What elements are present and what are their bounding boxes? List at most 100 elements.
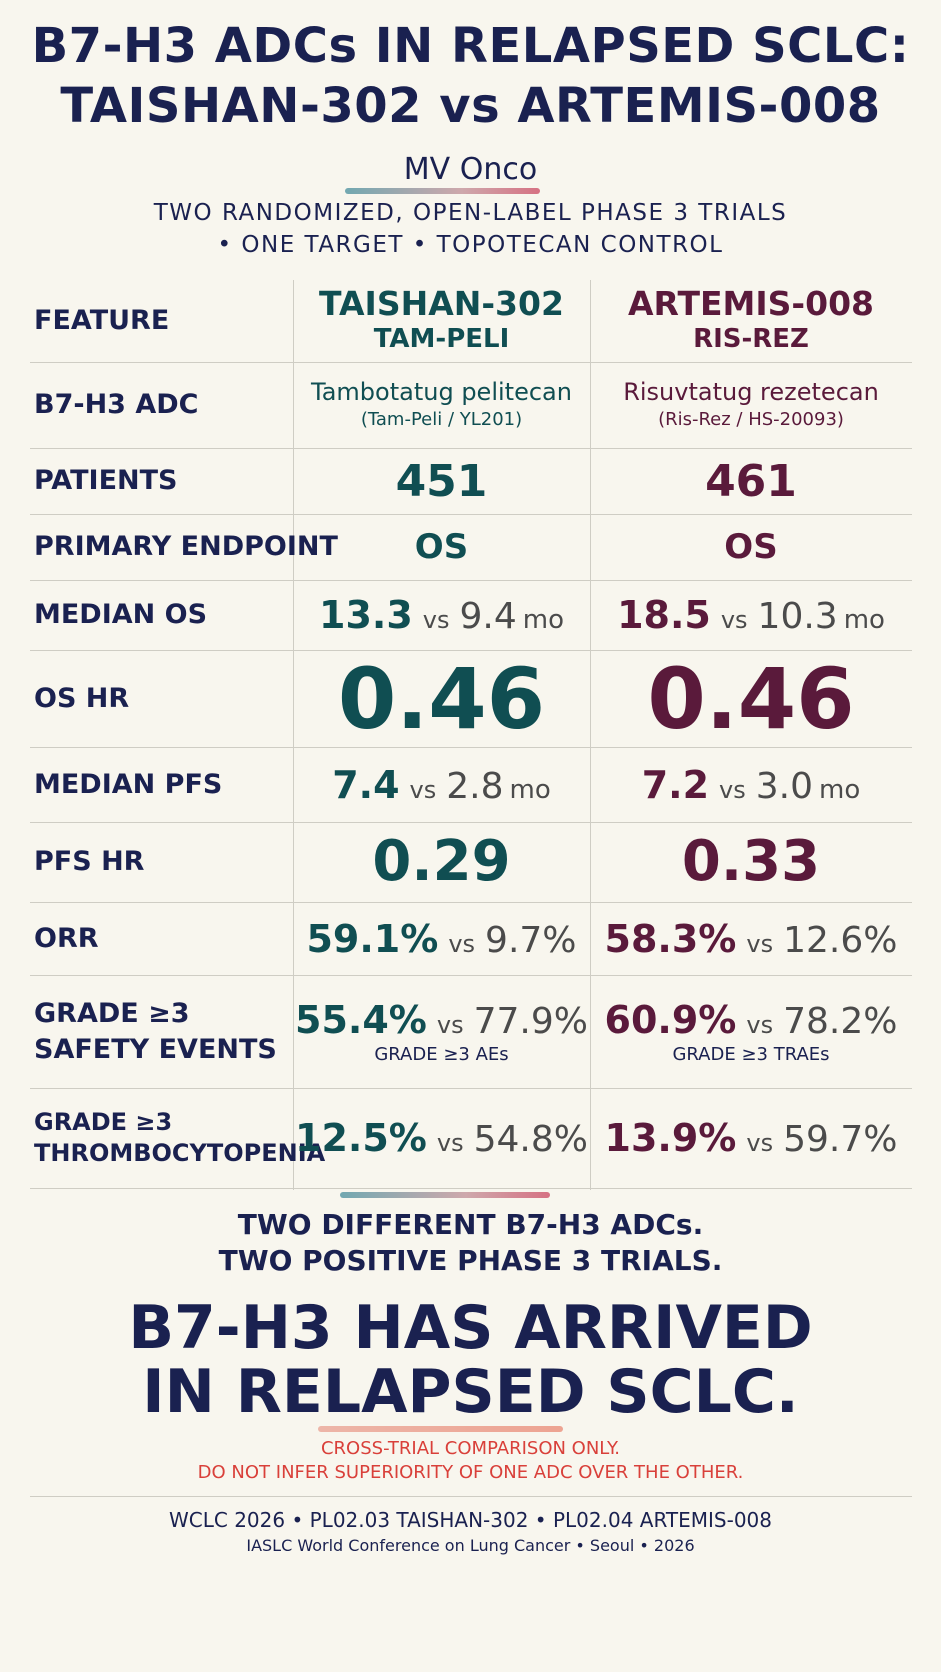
median-pfs-a: 7.4 vs 2.8 mo [293, 747, 590, 822]
row-label-thrombo-line-1: GRADE ≥3 [34, 1107, 173, 1136]
closing-big-underline [318, 1426, 563, 1432]
thrombo-b: 13.9% vs 59.7% [590, 1088, 912, 1188]
row-divider [30, 362, 912, 363]
row-label-orr: ORR [34, 922, 99, 954]
title-line-2: TAISHAN-302 vs ARTEMIS-008 [60, 78, 881, 134]
row-label-thrombo: GRADE ≥3 THROMBOCYTOPENIA [34, 1088, 325, 1188]
adc-b-name: Risuvtatug rezetecan [623, 378, 879, 406]
unit-label: mo [522, 605, 564, 635]
orr-b: 58.3% vs 12.6% [590, 902, 912, 975]
row-label-adc: B7-H3 ADC [34, 389, 199, 421]
vs-label: vs [746, 929, 774, 958]
row-label-safety-line-2: SAFETY EVENTS [34, 1033, 277, 1065]
column-divider-1 [293, 280, 294, 1190]
median-os-a-control: 9.4 [459, 596, 517, 637]
patients-b: 461 [705, 455, 797, 507]
footer-line-2: IASLC World Conference on Lung Cancer • … [246, 1536, 695, 1555]
median-os-a: 13.3 vs 9.4 mo [293, 580, 590, 650]
median-pfs-a-treatment: 7.4 [332, 762, 400, 807]
vs-label: vs [746, 1129, 774, 1157]
vs-label: vs [448, 929, 476, 958]
row-divider [30, 580, 912, 581]
safety-b-control: 78.2% [783, 1001, 898, 1042]
unit-label: mo [843, 605, 885, 635]
orr-b-treatment: 58.3% [604, 916, 737, 961]
row-divider [30, 975, 912, 976]
brand-underline [345, 188, 540, 194]
row-label-thrombo-line-2: THROMBOCYTOPENIA [34, 1139, 326, 1167]
safety-b: 60.9% vs 78.2% GRADE ≥3 TRAEs [590, 975, 912, 1088]
vs-label: vs [746, 1011, 774, 1039]
row-label-pfs-hr: PFS HR [34, 846, 145, 878]
os-hr-a: 0.46 [337, 649, 546, 748]
closing-swash [340, 1192, 550, 1198]
vs-label: vs [422, 606, 450, 634]
trial-a-drug: TAM-PELI [373, 324, 510, 355]
row-divider [30, 448, 912, 449]
vs-label: vs [719, 775, 746, 804]
disclaimer-line-2: DO NOT INFER SUPERIORITY OF ONE ADC OVER… [197, 1462, 744, 1483]
adc-b: Risuvtatug rezetecan (Ris-Rez / HS-20093… [590, 362, 912, 448]
vs-label: vs [436, 1011, 464, 1039]
unit-label: mo [819, 774, 861, 805]
thrombo-b-treatment: 13.9% [604, 1116, 737, 1160]
os-hr-b: 0.46 [647, 649, 855, 748]
title-line-1: B7-H3 ADCs IN RELAPSED SCLC: [31, 18, 910, 74]
patients-a: 451 [395, 455, 488, 507]
vs-label: vs [409, 775, 437, 804]
row-divider [30, 747, 912, 748]
thrombo-a-treatment: 12.5% [295, 1116, 427, 1160]
pfs-hr-a: 0.29 [372, 829, 511, 894]
row-label-endpoint: PRIMARY ENDPOINT [34, 531, 338, 563]
endpoint-a: OS [414, 527, 469, 567]
footer-divider [30, 1496, 912, 1497]
closing-line-1: TWO DIFFERENT B7-H3 ADCs. [237, 1208, 704, 1241]
row-divider [30, 650, 912, 651]
footer-line-1: WCLC 2026 • PL02.03 TAISHAN-302 • PL02.0… [169, 1508, 772, 1532]
subtitle-line-1: TWO RANDOMIZED, OPEN-LABEL PHASE 3 TRIAL… [153, 200, 788, 226]
thrombo-a: 12.5% vs 54.8% [293, 1088, 590, 1188]
adc-a: Tambotatug pelitecan (Tam-Peli / YL201) [293, 362, 590, 448]
median-pfs-b: 7.2 vs 3.0 mo [590, 747, 912, 822]
adc-b-alias: (Ris-Rez / HS-20093) [658, 408, 844, 430]
trial-b-drug: RIS-REZ [693, 324, 809, 355]
row-label-median-pfs: MEDIAN PFS [34, 768, 223, 800]
adc-a-name: Tambotatug pelitecan [311, 378, 572, 406]
safety-b-treatment: 60.9% [604, 998, 737, 1042]
row-divider [30, 1188, 912, 1189]
safety-a-control: 77.9% [473, 1001, 588, 1042]
median-pfs-b-control: 3.0 [755, 765, 814, 807]
thrombo-a-control: 54.8% [473, 1119, 588, 1160]
column-divider-2 [590, 280, 591, 1190]
median-os-b-control: 10.3 [757, 596, 838, 637]
row-divider [30, 822, 912, 823]
row-label-safety: GRADE ≥3 SAFETY EVENTS [34, 975, 277, 1088]
vs-label: vs [436, 1129, 464, 1157]
median-pfs-b-treatment: 7.2 [641, 762, 710, 807]
feature-header: FEATURE [34, 305, 170, 337]
unit-label: mo [509, 774, 551, 805]
vs-label: vs [720, 606, 748, 634]
closing-big-line-2: IN RELAPSED SCLC. [142, 1357, 799, 1427]
pfs-hr-b: 0.33 [681, 829, 821, 894]
row-label-patients: PATIENTS [34, 465, 178, 497]
orr-a-treatment: 59.1% [306, 916, 439, 961]
trial-b-name: ARTEMIS-008 [628, 284, 874, 324]
safety-a: 55.4% vs 77.9% GRADE ≥3 AEs [293, 975, 590, 1088]
median-os-b: 18.5 vs 10.3 mo [590, 580, 912, 650]
disclaimer-line-1: CROSS-TRIAL COMPARISON ONLY. [320, 1438, 621, 1459]
trial-a-name: TAISHAN-302 [319, 284, 564, 324]
row-label-os-hr: OS HR [34, 682, 130, 714]
row-divider [30, 1088, 912, 1089]
safety-b-note: GRADE ≥3 TRAEs [672, 1044, 830, 1065]
safety-a-note: GRADE ≥3 AEs [374, 1044, 509, 1065]
adc-a-alias: (Tam-Peli / YL201) [360, 408, 523, 430]
median-os-a-treatment: 13.3 [319, 593, 413, 637]
trial-a-header: TAISHAN-302 TAM-PELI [293, 280, 590, 362]
orr-b-control: 12.6% [783, 919, 898, 961]
subtitle-line-2: • ONE TARGET • TOPOTECAN CONTROL [217, 232, 724, 258]
row-divider [30, 514, 912, 515]
thrombo-b-control: 59.7% [783, 1119, 898, 1160]
trial-b-header: ARTEMIS-008 RIS-REZ [590, 280, 912, 362]
orr-a: 59.1% vs 9.7% [293, 902, 590, 975]
